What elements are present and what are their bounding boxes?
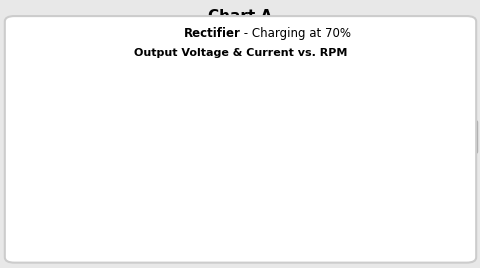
FancyBboxPatch shape: [5, 17, 475, 262]
Text: Chart A: Chart A: [208, 9, 272, 24]
Text: Rectifier: Rectifier: [183, 27, 240, 40]
FancyBboxPatch shape: [5, 16, 475, 263]
Text: - Charging at 70%: - Charging at 70%: [240, 27, 351, 40]
Legend: Current, Voltage: Current, Voltage: [399, 120, 476, 153]
Y-axis label: Current(A): Current(A): [378, 116, 388, 174]
Text: Output Voltage & Current vs. RPM: Output Voltage & Current vs. RPM: [133, 48, 347, 58]
X-axis label: RPM: RPM: [192, 252, 220, 262]
Y-axis label: Voltage (V): Voltage (V): [25, 114, 35, 176]
